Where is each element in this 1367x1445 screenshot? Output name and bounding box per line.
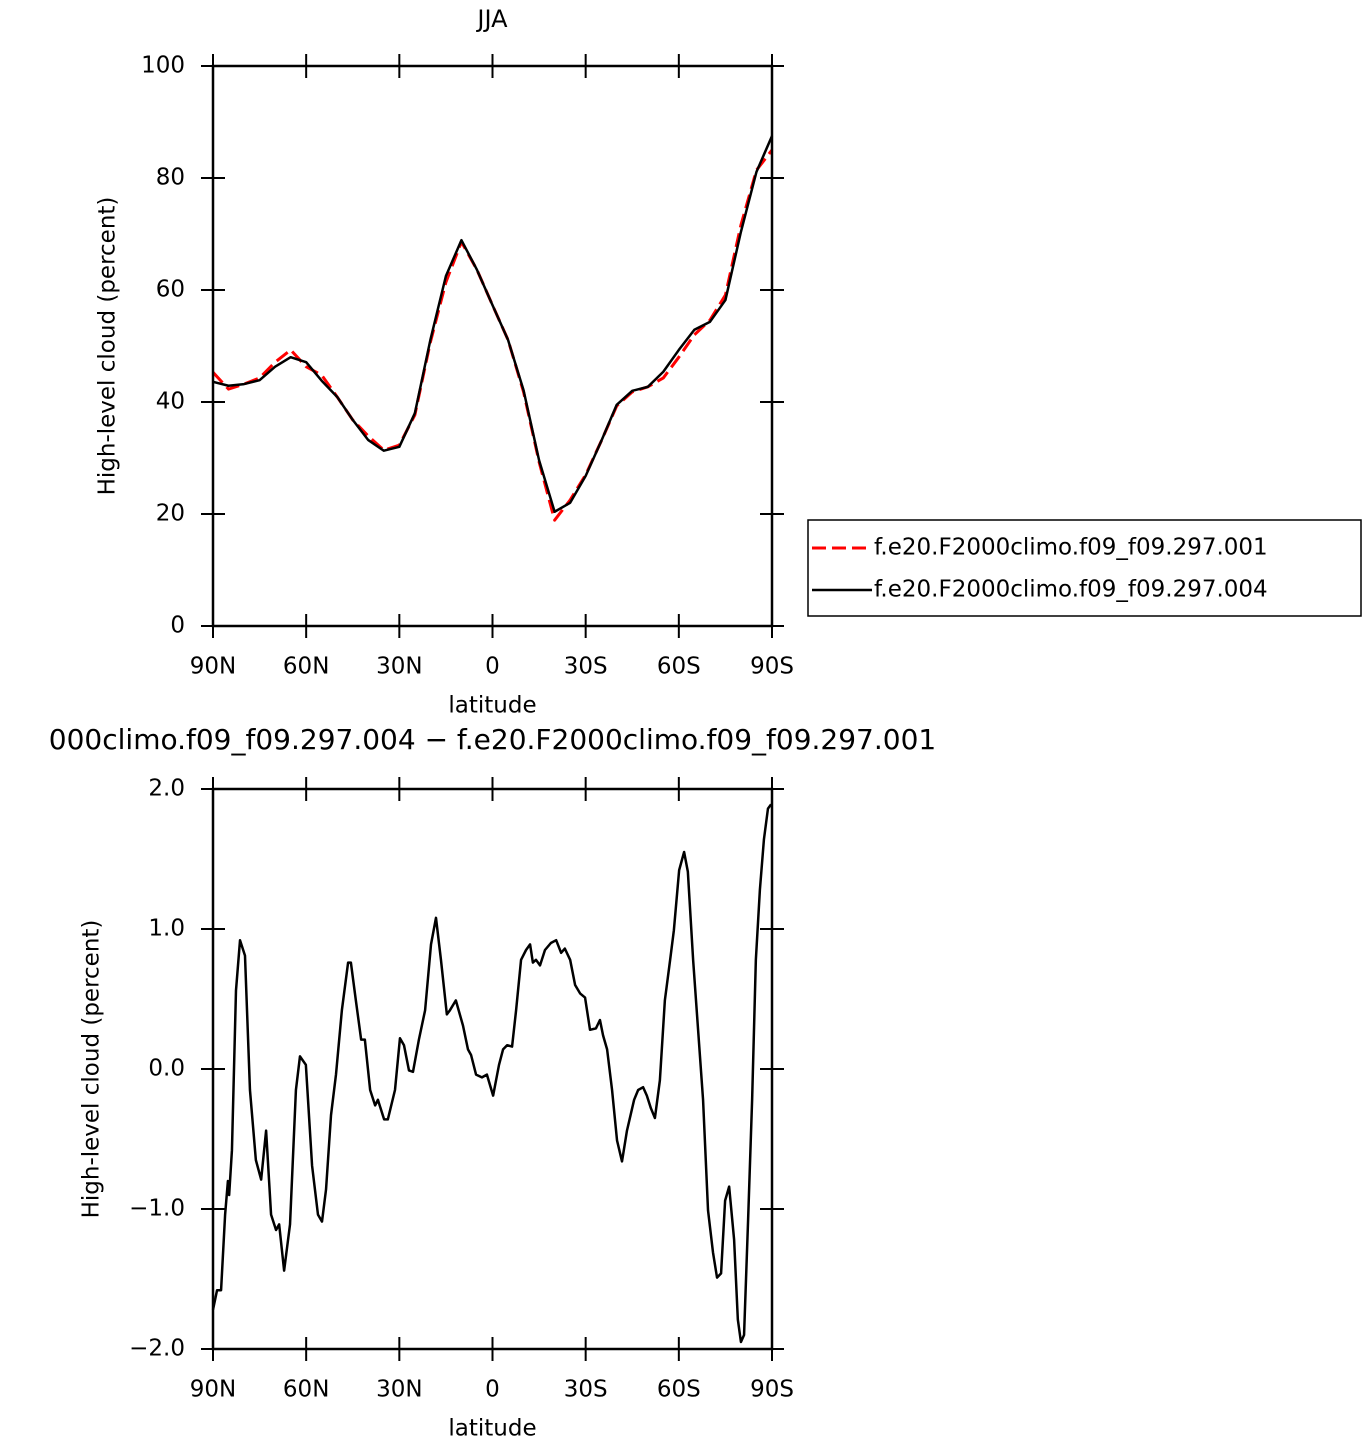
y-tick-label: 60 bbox=[156, 277, 185, 303]
y-tick-label: 80 bbox=[156, 165, 185, 191]
x-tick-label: 30N bbox=[376, 1377, 422, 1403]
x-tick-label: 60S bbox=[657, 654, 701, 680]
legend-label: f.e20.F2000climo.f09_f09.297.004 bbox=[874, 577, 1268, 603]
chart-title: 000climo.f09_f09.297.004 − f.e20.F2000cl… bbox=[49, 723, 936, 756]
data-line bbox=[211, 149, 774, 522]
data-line bbox=[211, 803, 773, 1344]
y-axis-label: High-level cloud (percent) bbox=[95, 197, 121, 496]
x-tick-label: 0 bbox=[485, 654, 500, 680]
x-tick-label: 90N bbox=[190, 654, 236, 680]
x-tick-label: 30N bbox=[376, 654, 422, 680]
chart-title: JJA bbox=[475, 5, 508, 33]
x-tick-label: 60N bbox=[283, 654, 329, 680]
y-tick-label: 20 bbox=[156, 501, 185, 527]
y-axis-label: High-level cloud (percent) bbox=[79, 920, 105, 1219]
y-tick-label: 1.0 bbox=[148, 916, 185, 942]
x-tick-label: 90S bbox=[750, 1377, 794, 1403]
x-axis-label: latitude bbox=[448, 693, 536, 719]
legend-box bbox=[807, 519, 1362, 617]
y-tick-label: 2.0 bbox=[148, 776, 185, 802]
x-tick-label: 0 bbox=[485, 1377, 500, 1403]
x-tick-label: 30S bbox=[564, 654, 608, 680]
x-tick-label: 30S bbox=[564, 1377, 608, 1403]
legend-label: f.e20.F2000climo.f09_f09.297.001 bbox=[874, 535, 1268, 561]
plot-frame bbox=[211, 787, 774, 1351]
x-tick-label: 60N bbox=[283, 1377, 329, 1403]
x-axis-label: latitude bbox=[448, 1416, 536, 1442]
y-tick-label: −2.0 bbox=[129, 1336, 185, 1362]
x-tick-label: 90S bbox=[750, 654, 794, 680]
x-tick-label: 90N bbox=[190, 1377, 236, 1403]
plot-frame bbox=[211, 64, 774, 628]
y-tick-label: 40 bbox=[156, 389, 185, 415]
y-tick-label: 0 bbox=[170, 613, 185, 639]
y-tick-label: 0.0 bbox=[148, 1056, 185, 1082]
y-tick-label: −1.0 bbox=[129, 1196, 185, 1222]
x-tick-label: 60S bbox=[657, 1377, 701, 1403]
data-line bbox=[212, 135, 774, 514]
y-tick-label: 100 bbox=[141, 53, 185, 79]
